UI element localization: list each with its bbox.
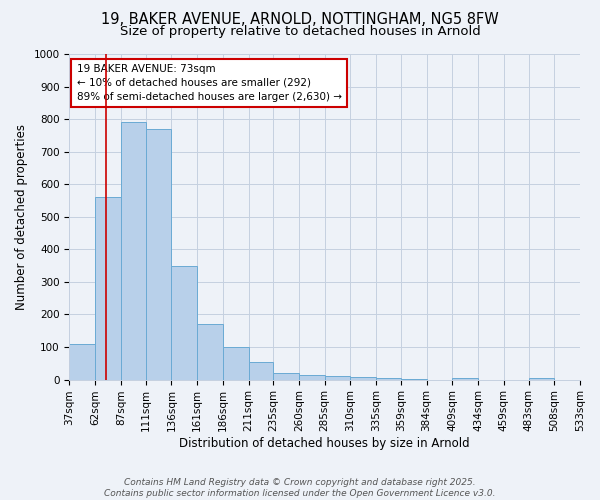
Bar: [223, 347, 248, 380]
Bar: [121, 122, 146, 380]
Text: 19, BAKER AVENUE, ARNOLD, NOTTINGHAM, NG5 8FW: 19, BAKER AVENUE, ARNOLD, NOTTINGHAM, NG…: [101, 12, 499, 28]
Text: Size of property relative to detached houses in Arnold: Size of property relative to detached ho…: [119, 25, 481, 38]
Bar: [452, 378, 478, 380]
Y-axis label: Number of detached properties: Number of detached properties: [15, 124, 28, 310]
X-axis label: Distribution of detached houses by size in Arnold: Distribution of detached houses by size …: [179, 437, 470, 450]
Bar: [401, 378, 427, 380]
Bar: [376, 378, 401, 380]
Bar: [299, 374, 325, 380]
Bar: [197, 324, 223, 380]
Bar: [273, 373, 299, 380]
Bar: [248, 362, 273, 380]
Bar: [70, 344, 95, 380]
Bar: [350, 377, 376, 380]
Bar: [95, 198, 121, 380]
Bar: [325, 376, 350, 380]
Bar: [146, 129, 172, 380]
Bar: [172, 266, 197, 380]
Bar: [529, 378, 554, 380]
Text: 19 BAKER AVENUE: 73sqm
← 10% of detached houses are smaller (292)
89% of semi-de: 19 BAKER AVENUE: 73sqm ← 10% of detached…: [77, 64, 341, 102]
Text: Contains HM Land Registry data © Crown copyright and database right 2025.
Contai: Contains HM Land Registry data © Crown c…: [104, 478, 496, 498]
